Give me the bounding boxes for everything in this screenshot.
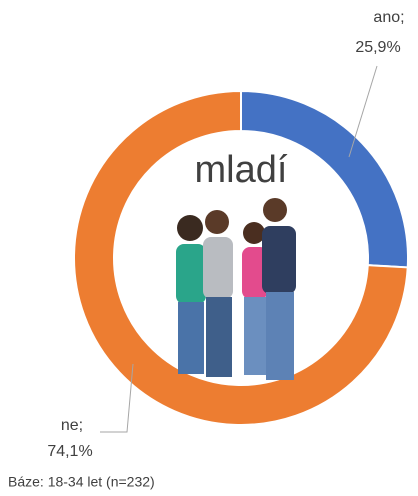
donut [73,89,409,426]
donut-segment [73,89,409,426]
data-label-value: 74,1% [47,443,92,460]
leader-line [348,65,378,158]
data-label-category: ano; [373,9,404,26]
leader-line [100,363,134,433]
photo [176,198,296,380]
data-label-category: ne; [61,417,83,434]
footnote: Báze: 18-34 let (n=232) [8,474,155,490]
center-title: mladí [195,149,288,191]
data-label-value: 25,9% [355,39,400,56]
